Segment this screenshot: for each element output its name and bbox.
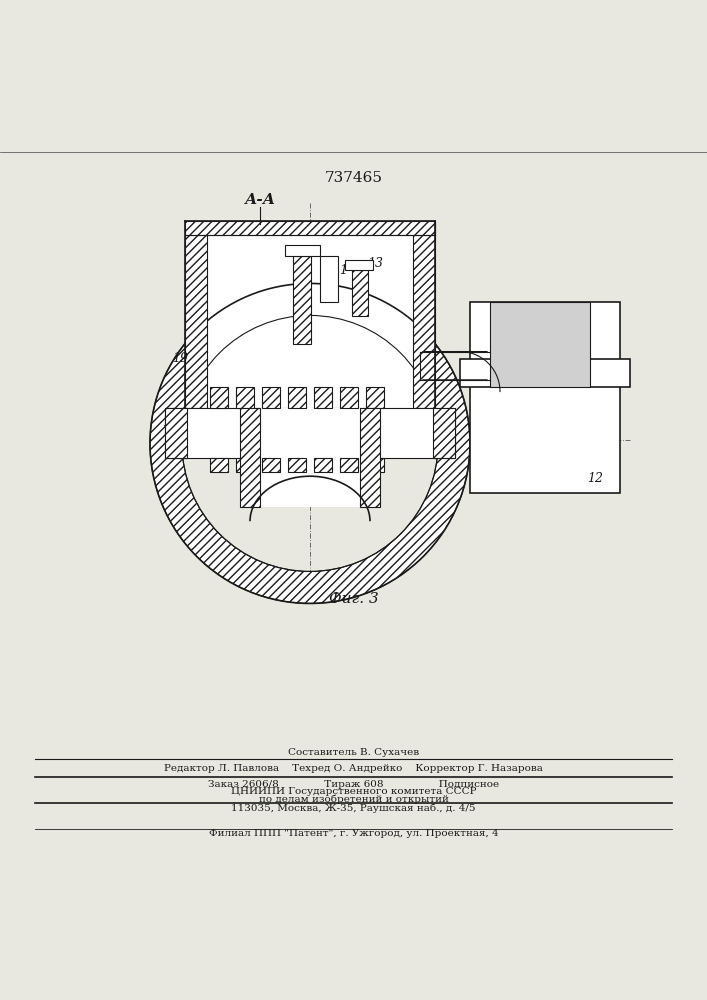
Bar	[490, 302, 590, 387]
Text: 113035, Москва, Ж-35, Раушская наб., д. 4/5: 113035, Москва, Ж-35, Раушская наб., д. …	[231, 804, 476, 813]
Text: 18: 18	[162, 416, 178, 429]
Bar	[470, 302, 620, 493]
Bar	[210, 458, 228, 472]
Text: 13: 13	[367, 257, 383, 270]
Text: 12: 12	[587, 472, 603, 485]
Bar	[165, 408, 187, 458]
Bar	[345, 260, 373, 270]
Text: 11: 11	[332, 264, 348, 277]
Bar	[460, 359, 630, 387]
Bar	[314, 387, 332, 408]
Bar	[240, 408, 260, 507]
Bar	[207, 235, 413, 408]
Bar	[236, 387, 254, 408]
Wedge shape	[150, 283, 470, 603]
Bar	[210, 387, 228, 408]
Text: Филиал ППП "Патент", г. Ужгород, ул. Проектная, 4: Филиал ППП "Патент", г. Ужгород, ул. Про…	[209, 829, 498, 838]
Bar	[293, 256, 311, 344]
Bar	[314, 458, 332, 472]
Bar	[320, 256, 338, 302]
Bar	[413, 221, 435, 408]
Text: А-А: А-А	[245, 193, 276, 207]
Bar	[185, 221, 207, 408]
Bar	[262, 458, 280, 472]
Bar	[366, 458, 384, 472]
Text: Редактор Л. Павлова    Техред О. Андрейко    Корректор Г. Назарова: Редактор Л. Павлова Техред О. Андрейко К…	[164, 764, 543, 773]
Text: ЦНИИПИ Государственного комитета СССР: ЦНИИПИ Государственного комитета СССР	[230, 787, 477, 796]
Text: Фиг. 3: Фиг. 3	[329, 592, 378, 606]
Bar	[288, 458, 306, 472]
Text: 737465: 737465	[325, 171, 382, 185]
Bar	[352, 270, 368, 316]
Text: 19: 19	[172, 352, 188, 365]
Bar	[340, 458, 358, 472]
Bar	[236, 458, 254, 472]
Text: по делам изобретений и открытий: по делам изобретений и открытий	[259, 794, 448, 804]
Bar	[340, 387, 358, 408]
Bar	[165, 408, 455, 458]
Bar	[285, 245, 320, 256]
Bar	[185, 221, 435, 235]
Bar	[288, 387, 306, 408]
Text: Заказ 2606/8              Тираж 608                 Подписное: Заказ 2606/8 Тираж 608 Подписное	[208, 780, 499, 789]
Bar	[260, 408, 360, 507]
Bar	[360, 408, 380, 507]
Bar	[262, 387, 280, 408]
Bar	[433, 408, 455, 458]
Bar	[366, 387, 384, 408]
Text: Составитель В. Сухачев: Составитель В. Сухачев	[288, 748, 419, 757]
